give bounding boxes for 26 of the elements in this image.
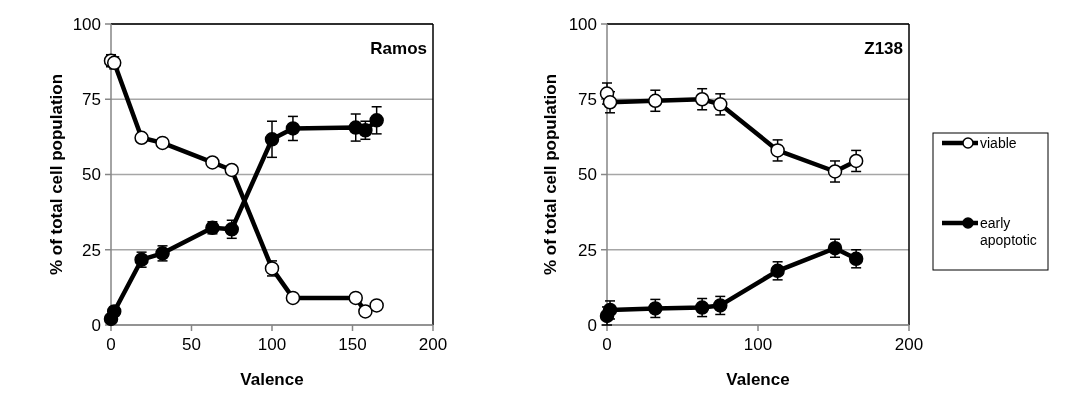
x-tick-label: 150: [338, 335, 367, 354]
x-tick-label: 200: [894, 335, 924, 354]
y-tick-label: 75: [82, 90, 101, 110]
y-tick-label: 100: [568, 14, 597, 34]
y-axis-title: % of total cell population: [47, 73, 66, 276]
x-tick-label: 100: [743, 335, 773, 354]
y-tick-label: 25: [82, 240, 101, 260]
y-axis-title: % of total cell population: [541, 73, 560, 276]
y-tick-label: 50: [578, 165, 597, 185]
y-tick-label: 0: [587, 315, 597, 335]
legend-label: early apoptotic: [980, 214, 1037, 249]
y-tick-label: 75: [578, 90, 597, 110]
y-tick-label: 50: [82, 165, 101, 185]
y-tick-label: 25: [578, 240, 597, 260]
legend-label: viable: [980, 134, 1017, 151]
x-axis-title: Valence: [240, 370, 304, 389]
x-tick-label: 0: [602, 335, 612, 354]
text: Z138: [864, 39, 903, 58]
text: Ramos: [370, 39, 427, 58]
x-tick-label: 200: [418, 335, 448, 354]
x-axis-title: Valence: [726, 370, 790, 389]
y-tick-label: 100: [72, 14, 101, 34]
x-tick-label: 0: [106, 335, 116, 354]
x-tick-label: 100: [257, 335, 287, 354]
x-tick-label: 50: [182, 335, 201, 354]
y-tick-label: 0: [91, 315, 101, 335]
